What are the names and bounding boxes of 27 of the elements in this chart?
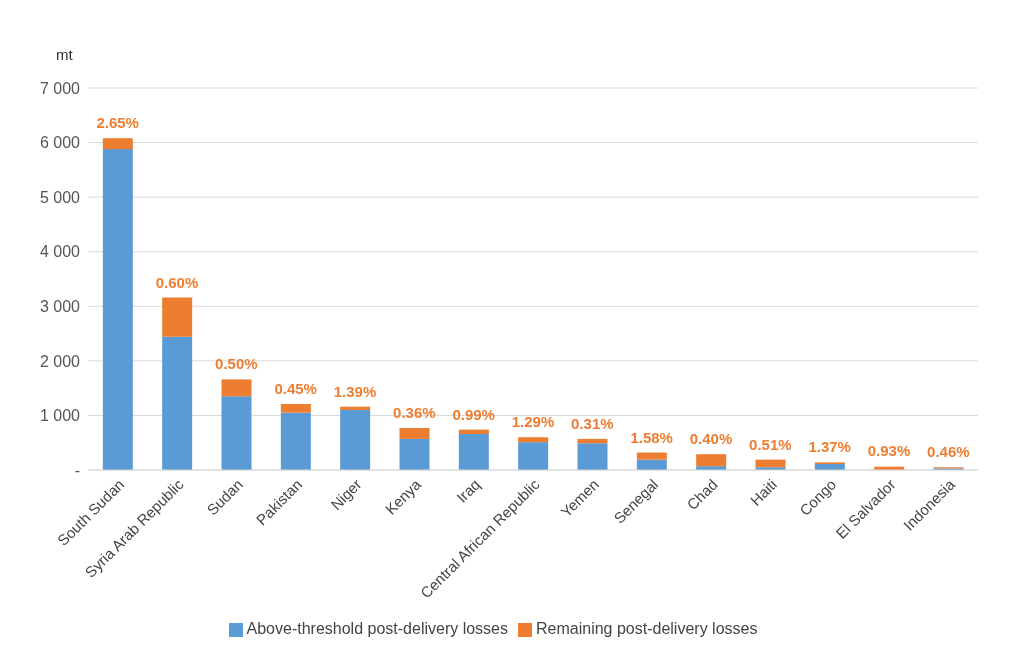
annotation: 1.58% xyxy=(630,428,673,446)
annotation: 0.45% xyxy=(274,379,317,397)
legend-label: Remaining post-delivery losses xyxy=(536,620,758,637)
annotation: 0.36% xyxy=(393,403,436,421)
y-tick-label: - xyxy=(74,461,80,479)
annotation: 0.51% xyxy=(749,435,792,453)
annotation: 0.40% xyxy=(689,430,733,448)
annotation: 0.50% xyxy=(215,355,258,373)
y-tick-label: 7 000 xyxy=(39,79,81,97)
annotation: 1.39% xyxy=(333,382,377,400)
y-tick-label: 2 000 xyxy=(39,352,81,370)
annotation: 0.99% xyxy=(452,405,495,423)
annotation: 1.29% xyxy=(511,413,555,431)
legend-label: Above-threshold post-delivery losses xyxy=(246,620,509,637)
y-axis-title: mt xyxy=(56,46,73,63)
annotation: 2.65% xyxy=(96,114,139,132)
y-tick-label: 1 000 xyxy=(39,407,81,425)
y-tick-label: 4 000 xyxy=(39,243,81,261)
y-tick-label: 3 000 xyxy=(39,297,81,315)
annotation: 0.60% xyxy=(155,273,199,291)
y-tick-label: 5 000 xyxy=(39,188,81,206)
annotation: 0.46% xyxy=(927,443,970,461)
x-tick-label: Iraq xyxy=(453,475,484,506)
y-tick-label: 6 000 xyxy=(39,134,81,152)
annotation: 0.31% xyxy=(571,414,614,432)
annotation: 1.37% xyxy=(808,438,851,456)
annotation: 0.93% xyxy=(867,441,911,459)
